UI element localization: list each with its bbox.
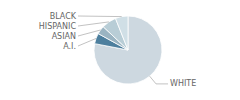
svg-text:A.I.: A.I.: [63, 42, 76, 51]
svg-text:BLACK: BLACK: [50, 12, 77, 21]
svg-text:HISPANIC: HISPANIC: [39, 22, 77, 31]
svg-text:WHITE: WHITE: [170, 79, 196, 88]
svg-text:ASIAN: ASIAN: [52, 32, 76, 41]
